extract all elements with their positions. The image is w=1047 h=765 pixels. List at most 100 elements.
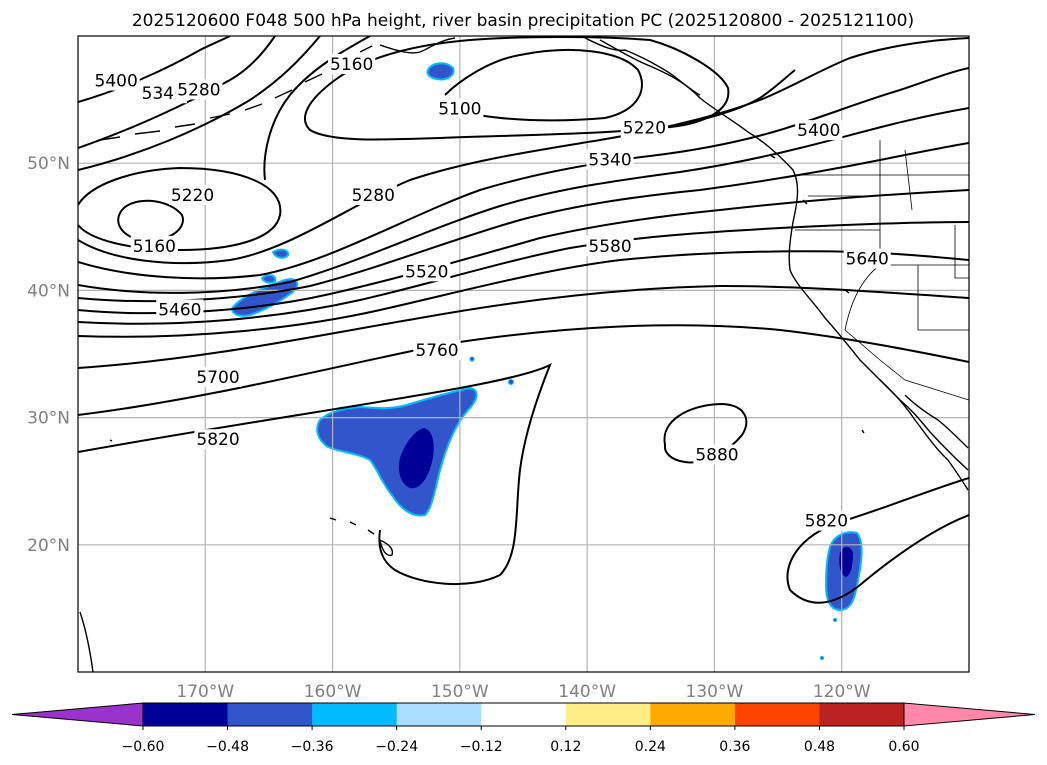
- precip-region-aleutian-small-2: [260, 274, 277, 284]
- colorbar-tick-label: 0.24: [635, 739, 666, 755]
- chart-title: 2025120600 F048 500 hPa height, river ba…: [132, 11, 914, 31]
- contour-label: 5880: [695, 445, 738, 465]
- contour-label-halo: [194, 429, 242, 450]
- colorbar-under-extension: [11, 702, 144, 727]
- contour-5580-main: [78, 221, 969, 325]
- colorbar-segment: [396, 703, 482, 726]
- contour-label-halo: [586, 149, 634, 170]
- lon-tick-label: 160°W: [304, 682, 362, 702]
- lon-tick-label: 120°W: [813, 682, 871, 702]
- contour-label: 5580: [588, 237, 631, 257]
- colorbar-tick-label: 0.48: [804, 739, 835, 755]
- lon-tick-label: 140°W: [558, 682, 616, 702]
- colorbar-segment: [227, 703, 313, 726]
- contour-label-halo: [693, 444, 741, 465]
- contour-5880-ring: [663, 402, 748, 464]
- contour-label: 5760: [415, 341, 458, 361]
- precip-spot-1: [469, 356, 475, 362]
- lat-tick-label: 20°N: [27, 536, 70, 556]
- coastline-gulf-california: [904, 394, 969, 449]
- contour-5400-main: [78, 107, 969, 294]
- contour-label-halo: [139, 83, 187, 104]
- contour-label-halo: [795, 120, 843, 141]
- lat-tick-label: 40°N: [27, 281, 70, 301]
- contour-5400-west: [78, 36, 231, 103]
- contour-label-halo: [156, 299, 204, 320]
- contour-5760-main: [78, 324, 969, 416]
- colorbar-segment: [143, 703, 229, 726]
- colorbar: −0.60 −0.48 −0.36 −0.24 −0.12 0.12 0.24 0.36 0.4…: [11, 702, 1036, 755]
- border-canada-provinces: [879, 140, 913, 211]
- precip-spot-4: [820, 656, 824, 660]
- colorbar-tick-label: −0.36: [291, 739, 334, 755]
- colorbar-segment: [312, 703, 398, 726]
- contour-label-halo: [436, 98, 484, 119]
- lat-tick-label: 50°N: [27, 154, 70, 174]
- colorbar-tick-label: −0.12: [460, 739, 503, 755]
- colorbar-tick-label: −0.48: [206, 739, 249, 755]
- contour-5820-main: [78, 362, 552, 585]
- precip-region-mexico-core: [839, 547, 853, 577]
- contour-label: 5100: [438, 100, 481, 120]
- map-frame: [77, 35, 970, 673]
- colorbar-tick-label: 0.60: [888, 739, 919, 755]
- contour-label: 5400: [95, 72, 138, 92]
- contour-label-halo: [168, 185, 217, 205]
- contour-5700-main: [78, 284, 969, 369]
- contour-label-halo: [620, 117, 669, 138]
- colorbar-segment: [481, 703, 567, 726]
- contour-label-halo: [403, 261, 451, 282]
- contour-label: 5520: [405, 262, 448, 282]
- contour-label: 5640: [846, 250, 889, 270]
- precip-region-hawaii-core: [398, 428, 434, 489]
- coastline-alaska: [379, 37, 701, 96]
- latitude-tick-labels: 20°N 30°N 40°N 50°N: [27, 154, 70, 556]
- contour-label: 5280: [177, 80, 220, 100]
- contour-label: 5820: [196, 430, 239, 450]
- contour-label: 5160: [330, 55, 373, 75]
- colorbar-tick-label: 0.36: [719, 739, 750, 755]
- coastline-west-edge: [79, 611, 94, 672]
- contour-5160-west-low: [117, 199, 184, 242]
- contour-5280-west: [78, 36, 321, 171]
- colorbar-segment: [734, 703, 820, 726]
- contour-label: 5340: [142, 84, 185, 104]
- lat-tick-label: 30°N: [27, 409, 70, 429]
- precip-region-hawaii-north: [316, 386, 478, 517]
- colorbar-tick-label: 0.12: [550, 739, 581, 755]
- contour-label-halo: [328, 53, 376, 74]
- contour-5520-main: [78, 189, 969, 315]
- contour-label: 5460: [158, 300, 201, 320]
- precip-region-aleutian-small-1: [271, 248, 290, 259]
- colorbar-tick-label: −0.24: [375, 739, 418, 755]
- contour-label-halo: [802, 510, 851, 531]
- contour-label-halo: [413, 340, 461, 361]
- contour-label: 5220: [171, 186, 214, 206]
- precip-spot-2: [508, 379, 514, 385]
- contour-label: 5220: [623, 119, 666, 139]
- lon-tick-label: 150°W: [431, 682, 489, 702]
- coastline-baja: [879, 379, 969, 491]
- contour-label-halo: [843, 248, 891, 269]
- lon-tick-label: 130°W: [686, 682, 744, 702]
- contour-5280-main: [78, 37, 969, 265]
- coastline-hawaii: [329, 517, 394, 557]
- colorbar-segment: [565, 703, 651, 726]
- precip-spot-3: [833, 618, 837, 622]
- contour-label-halo: [92, 70, 140, 91]
- contour-label-halo: [194, 366, 242, 387]
- contour-5100-low: [444, 49, 643, 122]
- contour-label: 5160: [133, 237, 176, 257]
- coastlines: [79, 37, 969, 672]
- contour-label-halo: [349, 185, 397, 205]
- precipitation-shading: [231, 62, 863, 660]
- colorbar-frame: [142, 702, 905, 727]
- colorbar-tick-label: −0.60: [122, 739, 165, 755]
- contour-label: 5340: [588, 150, 631, 170]
- contour-label-halo: [586, 235, 634, 256]
- contour-label: 5820: [805, 512, 848, 532]
- contour-5460-main: [78, 142, 969, 303]
- coastline-north-america: [599, 39, 969, 471]
